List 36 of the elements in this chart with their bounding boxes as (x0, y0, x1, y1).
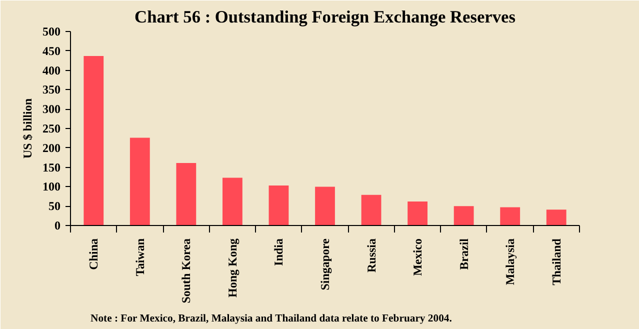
x-tick-label: Russia (364, 238, 378, 273)
x-tick-label: Taiwan (132, 238, 147, 276)
bar (130, 138, 150, 226)
y-tick-label: 0 (54, 218, 60, 232)
text: Note : For Mexico, Brazil, Malaysia and Thailand data relate to February 2004. (90, 314, 452, 324)
bar (315, 186, 335, 226)
y-tick-label: 100 (42, 180, 60, 194)
bar (222, 178, 242, 226)
x-tick-label: Mexico (410, 238, 425, 276)
bar (408, 201, 428, 226)
bar (176, 163, 196, 226)
bar (84, 56, 104, 226)
y-tick-label: 350 (42, 82, 60, 97)
y-tick-label: 300 (42, 102, 60, 116)
x-tick-label: Singapore (318, 238, 332, 290)
bar (500, 207, 520, 226)
x-tick-label: China (86, 238, 101, 270)
chart-title: Chart 56 : Outstanding Foreign Exchange Reserves (134, 8, 516, 26)
x-tick-label: South Korea (179, 238, 194, 304)
y-tick-label: 50 (48, 199, 60, 214)
x-tick-label: Thailand (549, 238, 564, 286)
bar (546, 210, 566, 226)
y-tick-label: 150 (42, 160, 60, 174)
bar (268, 186, 289, 226)
x-tick-label: Brazil (456, 238, 471, 270)
y-tick-label: 450 (42, 44, 60, 58)
x-tick-label: India (272, 238, 286, 266)
x-tick-label: Hong Kong (225, 238, 240, 298)
y-tick-label: 200 (42, 140, 60, 155)
bar (454, 206, 474, 226)
y-axis-title: US $ billion (20, 98, 34, 159)
y-tick-label: 500 (42, 24, 60, 38)
x-tick-label: Malaysia (503, 238, 518, 286)
bar (361, 194, 382, 226)
y-tick-label: 400 (42, 63, 60, 78)
y-tick-label: 250 (42, 122, 60, 136)
